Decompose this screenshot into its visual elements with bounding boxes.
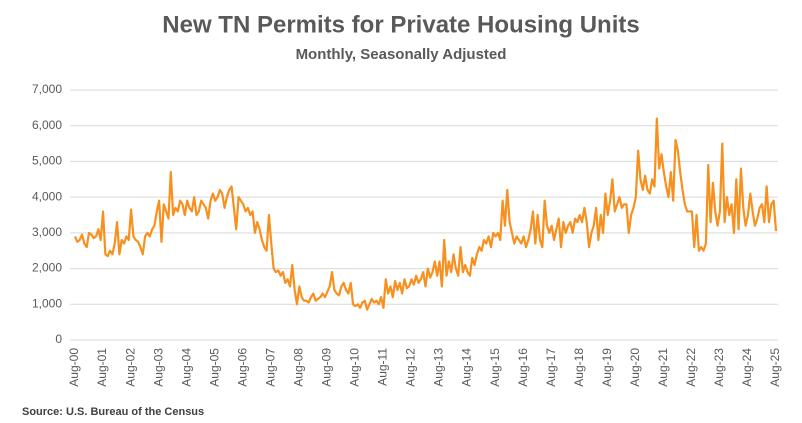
x-tick-label: Aug-00 xyxy=(67,348,81,387)
x-tick-label: Aug-06 xyxy=(235,348,249,387)
y-tick-label: 6,000 xyxy=(32,118,62,132)
x-tick-label: Aug-13 xyxy=(432,348,446,387)
x-tick-label: Aug-17 xyxy=(544,348,558,387)
x-tick-label: Aug-12 xyxy=(404,348,418,387)
x-tick-label: Aug-07 xyxy=(263,348,277,387)
x-tick-label: Aug-02 xyxy=(123,348,137,387)
x-tick-label: Aug-20 xyxy=(628,348,642,387)
y-tick-label: 0 xyxy=(55,332,62,346)
x-tick-label: Aug-08 xyxy=(291,348,305,387)
x-tick-label: Aug-10 xyxy=(348,348,362,387)
x-tick-label: Aug-04 xyxy=(179,348,193,387)
y-tick-label: 2,000 xyxy=(32,261,62,275)
x-tick-label: Aug-05 xyxy=(207,348,221,387)
x-tick-label: Aug-15 xyxy=(488,348,502,387)
x-tick-label: Aug-03 xyxy=(151,348,165,387)
x-tick-label: Aug-14 xyxy=(460,348,474,387)
x-tick-label: Aug-24 xyxy=(740,348,754,387)
x-tick-label: Aug-23 xyxy=(712,348,726,387)
x-tick-label: Aug-25 xyxy=(768,348,782,387)
x-tick-label: Aug-19 xyxy=(600,348,614,387)
chart-subtitle: Monthly, Seasonally Adjusted xyxy=(296,46,507,63)
y-tick-label: 4,000 xyxy=(32,189,62,203)
x-tick-label: Aug-01 xyxy=(95,348,109,387)
x-tick-label: Aug-22 xyxy=(684,348,698,387)
x-tick-label: Aug-09 xyxy=(320,348,334,387)
chart-title: New TN Permits for Private Housing Units xyxy=(162,11,639,38)
y-tick-label: 1,000 xyxy=(32,296,62,310)
data-line xyxy=(73,117,778,311)
source-note: Source: U.S. Bureau of the Census xyxy=(22,406,204,418)
y-tick-label: 7,000 xyxy=(32,82,62,96)
x-tick-label: Aug-11 xyxy=(376,348,390,386)
x-tick-label: Aug-16 xyxy=(516,348,530,387)
x-tick-label: Aug-21 xyxy=(656,348,670,387)
y-tick-label: 3,000 xyxy=(32,225,62,239)
x-tick-label: Aug-18 xyxy=(572,348,586,387)
y-tick-label: 5,000 xyxy=(32,154,62,168)
